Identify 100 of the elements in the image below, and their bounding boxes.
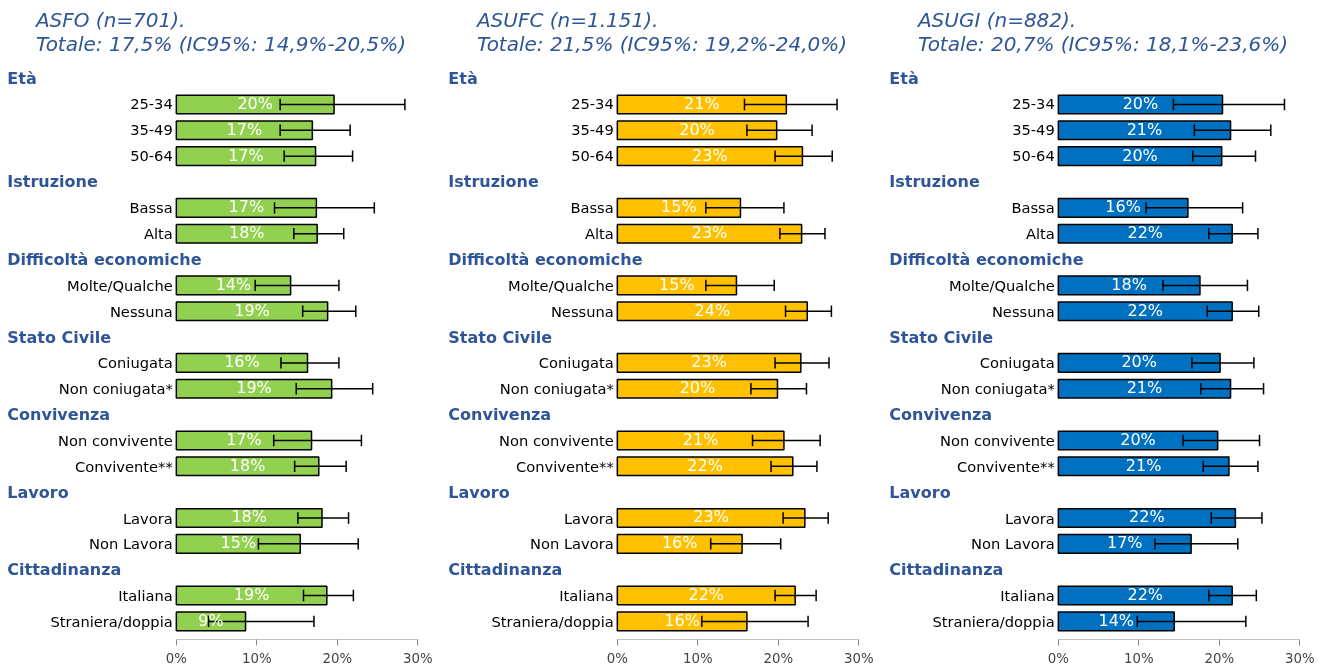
y-tick-label: Lavora xyxy=(563,509,614,527)
x-tick-label: 30% xyxy=(402,650,433,666)
text: Stato Civile xyxy=(448,327,553,347)
text: Lavoro xyxy=(448,482,510,502)
y-tick-label: Italiana xyxy=(1000,587,1055,605)
y-tick-label: Non Lavora xyxy=(971,535,1055,553)
data-label: 21% xyxy=(1125,455,1162,475)
data-label: 16% xyxy=(1105,197,1141,217)
data-label: 20% xyxy=(1122,93,1159,113)
y-tick-label: Straniera/doppia xyxy=(932,612,1055,630)
y-tick-label: 25-34 xyxy=(130,95,173,113)
chart-title: ASUFC (n=1.151). Totale: 21,5% (IC95%: 19,2%-24,0%) xyxy=(474,7,848,56)
y-tick-label: Coniugata xyxy=(538,354,614,372)
y-tick-label: Non Lavora xyxy=(530,535,614,553)
y-tick-label: Nessuna xyxy=(109,302,173,320)
text: Stato Civile xyxy=(7,327,112,347)
y-tick-label: Molte/Qualche xyxy=(508,276,614,294)
data-label: 24% xyxy=(694,300,731,320)
data-label: 17% xyxy=(228,145,264,165)
data-label: 22% xyxy=(688,585,725,605)
text: Convivenza xyxy=(448,405,552,425)
y-tick-label: Alta xyxy=(584,225,614,243)
data-label: 18% xyxy=(1111,274,1147,294)
data-label: 20% xyxy=(237,93,273,113)
y-tick-label: 35-49 xyxy=(1012,121,1055,139)
y-tick-label: Non convivente xyxy=(58,431,173,449)
text: Cittadinanza xyxy=(448,560,563,580)
y-tick-label: Molte/Qualche xyxy=(67,276,173,294)
x-tick-label: 0% xyxy=(1047,650,1069,666)
data-label: 20% xyxy=(1120,429,1156,449)
data-label: 18% xyxy=(228,223,265,243)
data-label: 17% xyxy=(226,429,262,449)
annotation: Difficoltà economiche xyxy=(889,250,1084,270)
x-tick-label: 30% xyxy=(843,650,874,666)
annotation: Difficoltà economiche xyxy=(448,250,643,270)
y-tick-label: 25-34 xyxy=(1012,95,1055,113)
data-label: 16% xyxy=(661,533,698,553)
y-tick-label: Lavora xyxy=(122,509,173,527)
chart-title: ASUGI (n=882). Totale: 20,7% (IC95%: 18,1%-23,6%) xyxy=(915,7,1289,56)
data-label: 17% xyxy=(228,197,265,217)
data-label: 15% xyxy=(661,197,697,217)
text: Stato Civile xyxy=(889,327,994,347)
y-tick-label: Non Lavora xyxy=(89,535,173,553)
data-label: 19% xyxy=(233,585,270,605)
x-tick-label: 20% xyxy=(322,650,353,666)
y-tick-label: Coniugata xyxy=(979,354,1055,372)
data-label: 21% xyxy=(1126,119,1163,139)
data-label: 15% xyxy=(659,274,695,294)
y-tick-label: Straniera/doppia xyxy=(50,612,173,630)
annotation: Difficoltà economiche xyxy=(7,250,202,270)
data-label: 14% xyxy=(1098,610,1135,630)
data-label: 19% xyxy=(236,378,272,398)
y-tick-label: Non coniugata* xyxy=(940,380,1055,398)
y-tick-label: Non coniugata* xyxy=(58,380,173,398)
y-tick-label: 50-64 xyxy=(130,147,173,165)
data-label: 20% xyxy=(679,378,716,398)
text: Età xyxy=(7,69,37,89)
text: Istruzione xyxy=(889,172,980,192)
text: Età xyxy=(889,69,919,89)
y-tick-label: Nessuna xyxy=(991,302,1055,320)
data-label: 20% xyxy=(679,119,715,139)
x-tick-label: 10% xyxy=(1124,650,1154,666)
data-label: 17% xyxy=(1106,533,1143,553)
data-label: 22% xyxy=(1127,300,1164,320)
text: Convivenza xyxy=(7,405,111,425)
y-tick-label: Alta xyxy=(1025,225,1055,243)
y-tick-label: 25-34 xyxy=(571,95,614,113)
x-tick-label: 10% xyxy=(683,650,713,666)
y-tick-label: Bassa xyxy=(570,199,614,217)
data-label: 18% xyxy=(229,455,266,475)
text: Cittadinanza xyxy=(7,560,122,580)
data-label: 23% xyxy=(691,223,728,243)
data-label: 21% xyxy=(682,429,719,449)
data-label: 16% xyxy=(224,352,260,372)
y-tick-label: Convivente** xyxy=(957,457,1055,475)
data-label: 15% xyxy=(220,533,257,553)
y-tick-label: Molte/Qualche xyxy=(949,276,1055,294)
y-tick-label: Convivente** xyxy=(516,457,614,475)
chart-title: ASFO (n=701). Totale: 17,5% (IC95%: 14,9%-20,5%) xyxy=(33,7,407,56)
y-tick-label: Nessuna xyxy=(550,302,614,320)
data-label: 21% xyxy=(1126,378,1163,398)
x-tick-label: 0% xyxy=(606,650,628,666)
y-tick-label: Non convivente xyxy=(499,431,614,449)
y-tick-label: Bassa xyxy=(1011,199,1055,217)
data-label: 23% xyxy=(691,352,727,372)
y-tick-label: Non coniugata* xyxy=(499,380,614,398)
y-tick-label: 35-49 xyxy=(571,121,614,139)
data-label: 16% xyxy=(664,610,700,630)
text: Convivenza xyxy=(889,405,993,425)
x-tick-label: 20% xyxy=(1204,650,1235,666)
data-label: 20% xyxy=(1121,352,1157,372)
text: Istruzione xyxy=(7,172,98,192)
data-label: 20% xyxy=(1122,145,1158,165)
y-tick-label: Bassa xyxy=(129,199,173,217)
y-tick-label: Convivente** xyxy=(75,457,173,475)
y-tick-label: Alta xyxy=(143,225,173,243)
y-tick-label: 50-64 xyxy=(571,147,614,165)
x-tick-label: 10% xyxy=(242,650,272,666)
text: Cittadinanza xyxy=(889,560,1004,580)
x-tick-label: 0% xyxy=(165,650,187,666)
